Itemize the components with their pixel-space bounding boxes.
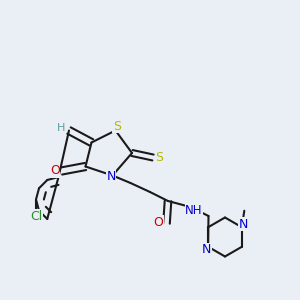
Text: N: N xyxy=(202,243,211,256)
Text: NH: NH xyxy=(185,204,203,217)
Text: Cl: Cl xyxy=(30,209,42,223)
Text: S: S xyxy=(156,151,164,164)
Text: N: N xyxy=(239,218,248,231)
Text: O: O xyxy=(153,215,163,229)
Text: S: S xyxy=(113,119,121,133)
Text: O: O xyxy=(50,164,60,178)
Text: H: H xyxy=(57,123,66,133)
Text: N: N xyxy=(106,170,116,184)
